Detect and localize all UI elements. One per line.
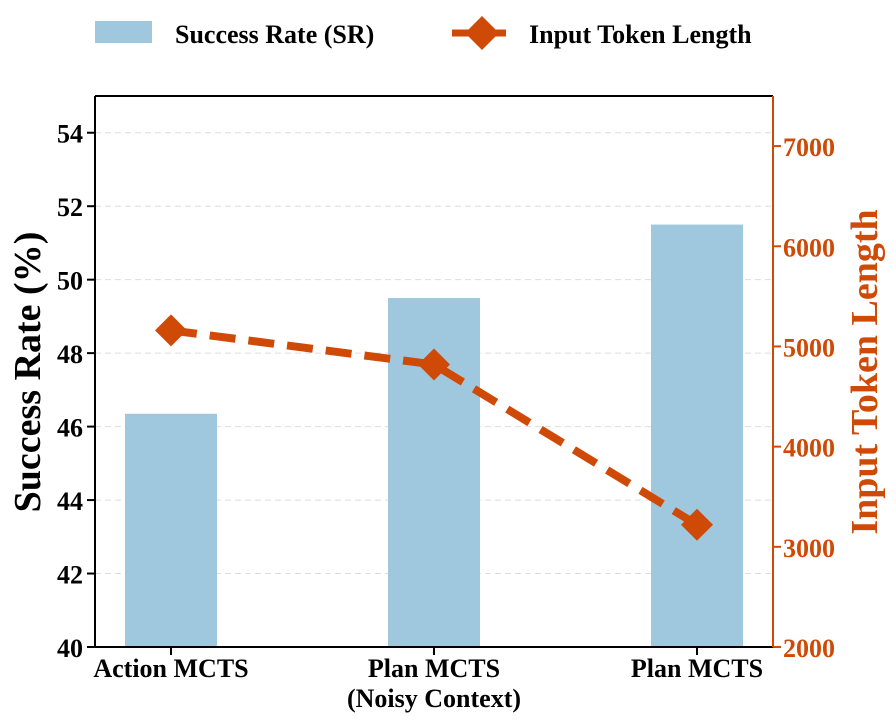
category-label: Plan MCTS — [368, 654, 500, 683]
left-tick-label: 50 — [57, 267, 83, 296]
legend: Success Rate (SR) Input Token Length — [95, 16, 752, 50]
left-tick-label: 40 — [57, 634, 83, 663]
right-tick-label: 4000 — [783, 434, 835, 463]
left-tick-label: 48 — [57, 340, 83, 369]
right-tick-label: 7000 — [783, 133, 835, 162]
right-axis-ticks: 2000 3000 4000 5000 6000 7000 — [773, 133, 835, 663]
token-length-line — [170, 326, 700, 529]
category-labels: Action MCTS Plan MCTS(Noisy Context)Plan … — [93, 647, 763, 713]
left-tick-label: 54 — [57, 120, 83, 149]
left-tick-label: 42 — [57, 561, 83, 590]
category-label: Plan MCTS — [631, 654, 763, 683]
legend-diamond-marker — [465, 16, 499, 50]
right-tick-label: 3000 — [783, 534, 835, 563]
legend-label-sr: Success Rate (SR) — [175, 20, 374, 49]
category-label: Action MCTS — [93, 654, 248, 683]
line-point — [155, 314, 187, 347]
bar — [651, 224, 743, 648]
left-tick-label: 52 — [57, 193, 83, 222]
left-tick-label: 46 — [57, 414, 83, 443]
category-label: (Noisy Context) — [347, 684, 521, 713]
bars — [125, 224, 743, 648]
y2-axis-title: Input Token Length — [844, 209, 886, 534]
left-axis-ticks: 40 42 44 46 48 50 52 54 — [57, 120, 95, 663]
right-tick-label: 2000 — [783, 634, 835, 663]
right-tick-label: 6000 — [783, 233, 835, 262]
legend-label-tokens: Input Token Length — [529, 20, 752, 49]
left-tick-label: 44 — [57, 487, 83, 516]
token-line — [155, 314, 713, 541]
legend-bar-swatch — [95, 21, 152, 43]
bar — [125, 413, 217, 647]
line-point — [681, 508, 713, 541]
y-axis-title: Success Rate (%) — [7, 232, 49, 513]
right-tick-label: 5000 — [783, 333, 835, 362]
line-point — [418, 348, 450, 381]
